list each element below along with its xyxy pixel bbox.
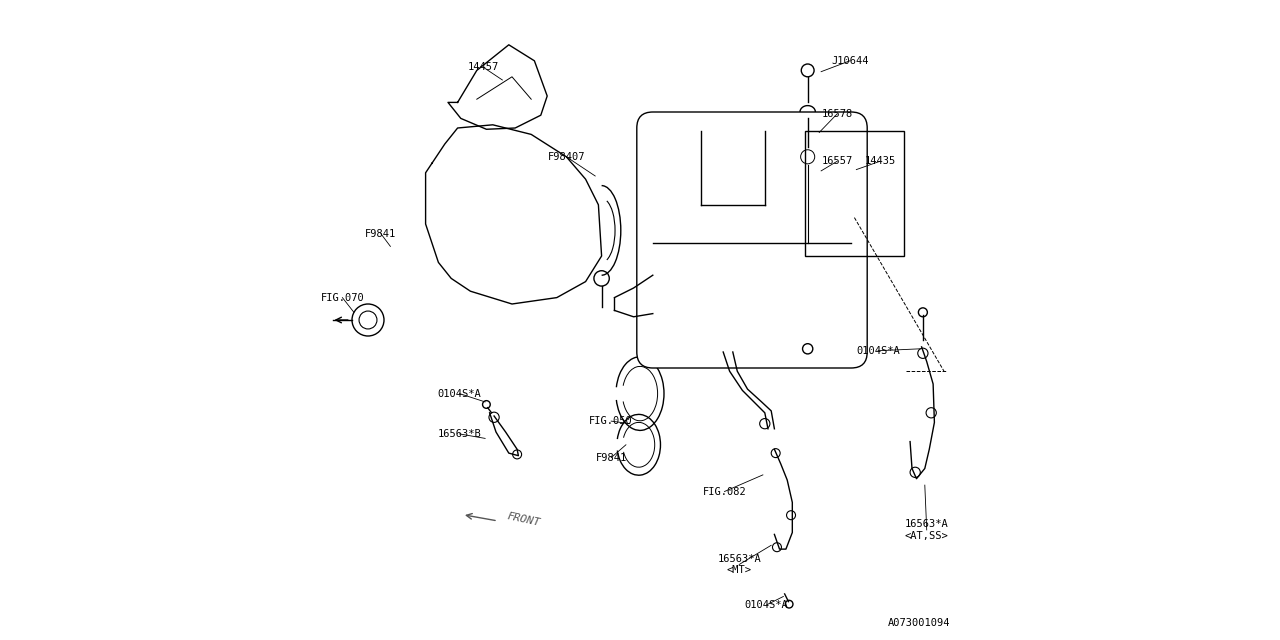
Text: 14435: 14435: [864, 156, 896, 166]
Text: 16557: 16557: [822, 156, 852, 166]
Text: 16578: 16578: [822, 109, 852, 119]
Text: J10644: J10644: [831, 56, 869, 66]
Text: 0104S*A: 0104S*A: [438, 388, 481, 399]
Text: 16563*B: 16563*B: [438, 429, 481, 439]
Text: FRONT: FRONT: [506, 511, 540, 528]
Polygon shape: [425, 125, 602, 304]
Text: FIG.082: FIG.082: [703, 486, 746, 497]
Text: 0104S*A: 0104S*A: [745, 600, 788, 610]
Polygon shape: [448, 45, 548, 129]
Text: FIG.070: FIG.070: [320, 292, 365, 303]
Text: F9841: F9841: [595, 452, 627, 463]
Text: 0104S*A: 0104S*A: [856, 346, 900, 356]
Text: 16563*A
<AT,SS>: 16563*A <AT,SS>: [905, 519, 948, 541]
Text: F9841: F9841: [365, 228, 397, 239]
Text: 16563*A
<MT>: 16563*A <MT>: [717, 554, 762, 575]
Text: 14457: 14457: [467, 62, 499, 72]
Text: A073001094: A073001094: [888, 618, 950, 628]
FancyBboxPatch shape: [637, 112, 868, 368]
Bar: [805, 131, 905, 256]
Text: FIG.050: FIG.050: [589, 416, 634, 426]
Text: F98407: F98407: [548, 152, 585, 162]
